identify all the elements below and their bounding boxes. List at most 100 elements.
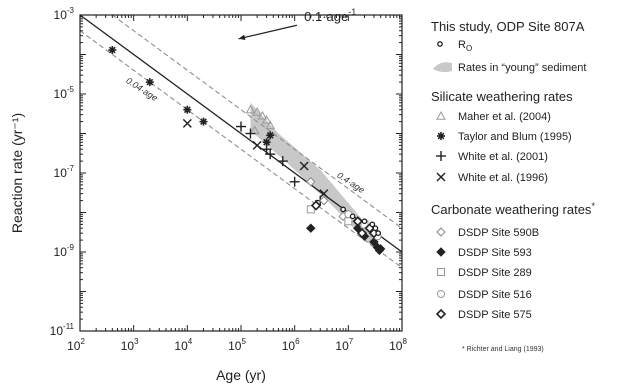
y-tick-base: 10 (54, 166, 68, 180)
legend-label-575: DSDP Site 575 (458, 309, 532, 321)
x-tick-exp: 6 (295, 337, 300, 346)
data-point (266, 131, 275, 140)
x-tick-exp: 2 (80, 337, 85, 346)
legend-marker-taylor (437, 132, 445, 140)
young-label: Rates in “young” sediment (458, 62, 586, 74)
data-point-stroke (263, 138, 270, 146)
series-0 (245, 104, 276, 135)
data-point (299, 161, 309, 171)
data-point (236, 121, 246, 132)
legend-marker-white1996-b (436, 172, 446, 182)
data-point (306, 177, 316, 187)
data-point (265, 149, 276, 160)
rate-label-sup: -1 (348, 7, 356, 17)
data-point (199, 117, 208, 126)
legend-silicate-title: Silicate weathering rates (431, 89, 573, 104)
legend-marker-590b (436, 227, 446, 237)
x-tick-base: 10 (282, 339, 296, 353)
y-tick-exp: -3 (67, 6, 75, 15)
data-point-stroke (183, 106, 191, 114)
data-point (262, 138, 271, 147)
x-tick-base: 10 (389, 339, 403, 353)
x-tick-exp: 5 (241, 337, 246, 346)
data-point (356, 228, 368, 239)
y-tick-label: 10-5 (54, 85, 75, 101)
rate-label-1: 0.04·age (124, 75, 159, 103)
series-5 (306, 223, 386, 256)
data-point (289, 176, 300, 187)
legend-marker-516 (437, 290, 445, 298)
data-point (245, 104, 256, 114)
r0-base: R (458, 39, 466, 51)
data-point (257, 110, 268, 120)
data-point (349, 213, 356, 220)
data-point (265, 120, 276, 130)
data-point (183, 105, 192, 114)
data-point-b (319, 189, 329, 199)
y-tick-base: 10 (54, 8, 68, 22)
data-point (375, 244, 386, 254)
x-tick-label: 104 (174, 337, 192, 353)
data-point-stroke (146, 78, 154, 86)
data-point (245, 128, 256, 139)
x-tick-label: 103 (121, 337, 139, 353)
data-point (261, 114, 272, 124)
legend-marker-white1996 (436, 172, 446, 182)
annotation-arrow-line (238, 24, 298, 40)
legend-study-title: This study, ODP Site 807A (431, 19, 585, 34)
legend-label-289: DSDP Site 289 (458, 267, 532, 279)
data-point (277, 156, 288, 167)
data-point-stroke (266, 131, 274, 139)
series-9 (340, 206, 382, 237)
legend-label-white2001: White et al. (2001) (458, 151, 548, 163)
data-point (252, 106, 263, 116)
x-tick-base: 10 (335, 339, 349, 353)
carbonate-title-mark: * (591, 201, 595, 211)
y-tick-base: 10 (54, 87, 68, 101)
data-point (369, 221, 376, 228)
legend-label-590b: DSDP Site 590B (458, 227, 539, 239)
x-tick-base: 10 (121, 339, 135, 353)
data-point (310, 200, 322, 211)
y-tick-label: 10-3 (54, 6, 75, 22)
x-tick-exp: 8 (402, 337, 407, 346)
legend-carbonate-title: Carbonate weathering rates* (431, 201, 595, 217)
data-point (108, 45, 117, 54)
data-point (252, 140, 262, 150)
rate-label-text: 0.04·age (124, 75, 159, 103)
x-tick-exp: 3 (134, 337, 139, 346)
x-tick-label: 107 (335, 337, 353, 353)
legend-marker-maher (436, 110, 446, 120)
y-tick-exp: -5 (67, 85, 75, 94)
data-point (340, 206, 346, 213)
rate-label-0: 0.1·age-1 (304, 7, 356, 24)
y-tick-label: 10-11 (50, 322, 75, 338)
x-tick-exp: 7 (349, 337, 354, 346)
rate-line-2 (111, 14, 403, 229)
data-point (352, 216, 363, 227)
legend-label-593: DSDP Site 593 (458, 247, 532, 259)
x-tick-base: 10 (174, 339, 188, 353)
legend-marker-593 (436, 247, 446, 257)
data-point (145, 78, 154, 87)
data-point (319, 189, 329, 199)
data-point (375, 230, 382, 237)
legend-label-maher: Maher et al. (2004) (458, 111, 551, 123)
x-axis-title: Age (yr) (216, 367, 266, 383)
data-point-b (299, 161, 309, 171)
legend-marker-white2001 (436, 151, 446, 161)
legend-label-516: DSDP Site 516 (458, 289, 532, 301)
series-1 (108, 45, 275, 147)
data-point (353, 223, 363, 233)
x-tick-exp: 4 (188, 337, 193, 346)
y-tick-label: 10-7 (54, 164, 75, 180)
data-point-stroke (200, 118, 207, 126)
legend-marker-taylor-stroke (437, 132, 445, 140)
r0-label: RO (458, 39, 472, 53)
series-3 (182, 118, 329, 199)
y-axis-title: Reaction rate (yr⁻¹) (9, 113, 25, 233)
y-tick-exp: -7 (67, 164, 75, 173)
y-tick-exp: -11 (63, 322, 75, 331)
